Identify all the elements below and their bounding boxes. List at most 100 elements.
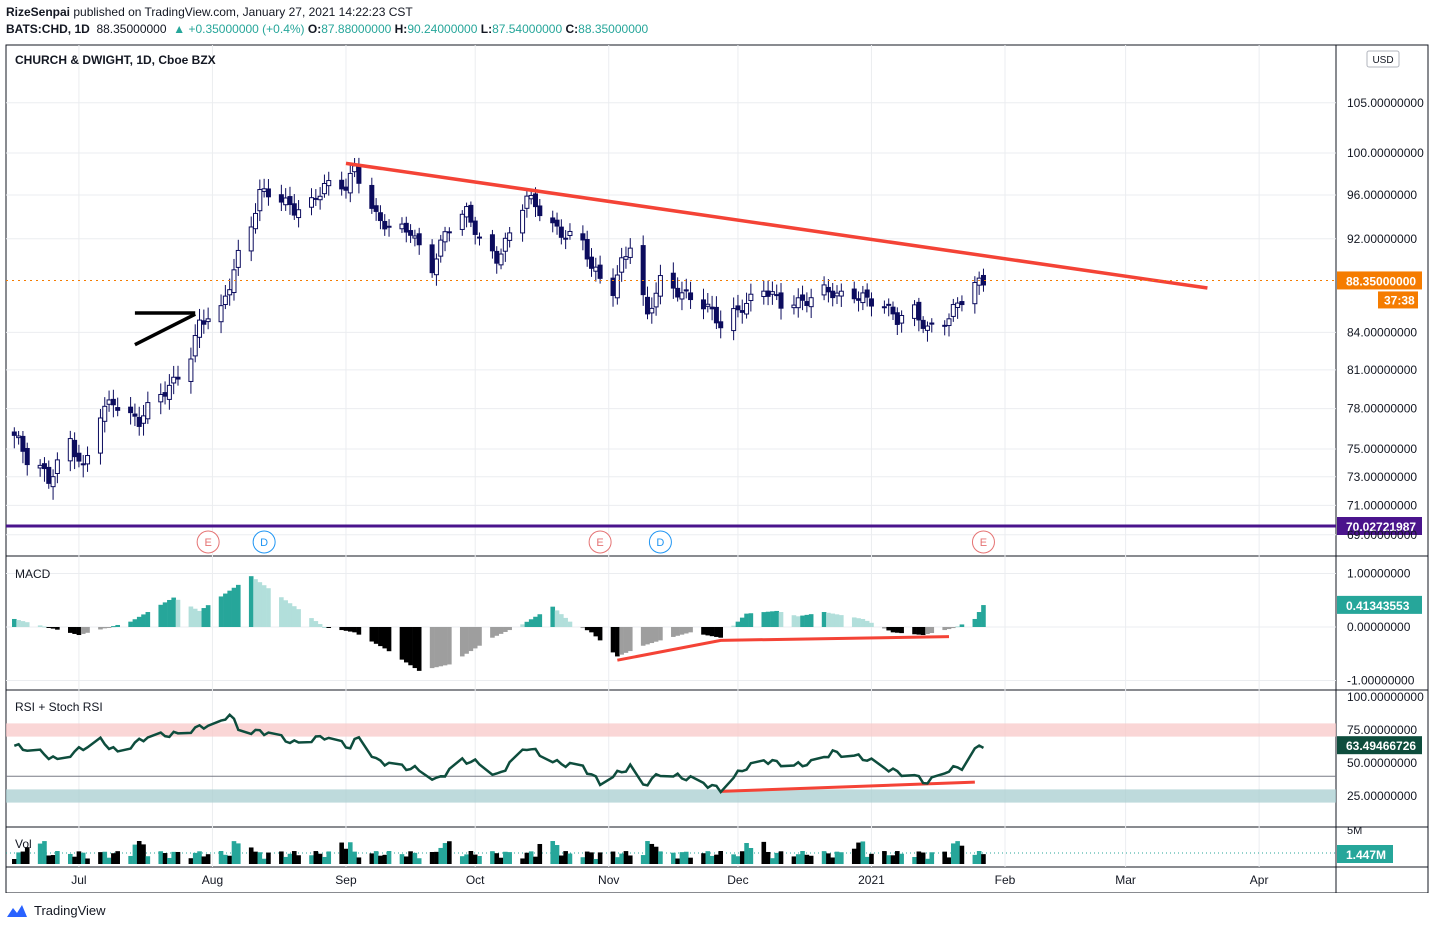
volume-bar (218, 851, 224, 864)
last-value: 88.35000000 (96, 22, 167, 36)
volume-bar (412, 852, 418, 864)
volume-bar (347, 842, 353, 864)
rsi-bands (6, 723, 1336, 803)
candle-body (920, 319, 926, 329)
low-label: L: (480, 22, 493, 36)
volume-bar (972, 854, 978, 864)
macd-bar (72, 627, 77, 634)
candle-body (705, 303, 711, 307)
macd-bar (761, 612, 767, 627)
last-price-badge (1337, 271, 1422, 290)
candle-body (433, 258, 439, 276)
macd-bar (925, 627, 930, 635)
macd-bar (490, 627, 495, 638)
candle-body (136, 416, 142, 427)
volume-bar (899, 853, 904, 864)
currency-label: USD (1372, 55, 1393, 66)
candle-body (916, 301, 922, 321)
dividend-marker (648, 530, 672, 554)
candle-body (54, 459, 60, 474)
volume-bar (309, 855, 314, 864)
macd-bar (709, 627, 715, 637)
candle-body (558, 226, 564, 238)
macd-bar (85, 627, 90, 633)
macd-bar (279, 597, 284, 627)
volume-bar (313, 851, 319, 864)
tradingview-logo[interactable]: TradingView (6, 903, 106, 918)
candle-body (597, 264, 603, 279)
volume-bar (317, 853, 323, 864)
macd-bar (175, 599, 181, 627)
volume-bar (175, 851, 181, 864)
macd-last-badge (1337, 595, 1422, 614)
macd-bar (326, 627, 332, 628)
macd-bar (946, 627, 952, 630)
volume-bar (141, 844, 146, 864)
candle-body (567, 230, 573, 237)
price-tick-label: 69.00000000 (1347, 528, 1417, 542)
volume-bar (429, 851, 435, 864)
volume-bar (981, 854, 986, 864)
volume-bar (714, 854, 719, 864)
candle-body (894, 312, 900, 325)
volume-bar (653, 846, 659, 864)
volume-bar (627, 855, 633, 864)
candle-body (524, 195, 530, 209)
volume-bar (287, 853, 293, 864)
macd-bar (705, 627, 711, 636)
macd-bar (257, 582, 263, 627)
candle-body (860, 292, 866, 304)
candle-body (472, 220, 478, 235)
volume-bar (386, 851, 392, 864)
macd-bar (533, 616, 538, 627)
candle-body (890, 306, 896, 315)
footer: TradingView (0, 893, 1436, 930)
candle-body (278, 194, 284, 203)
chart-canvas[interactable]: 88.35000000 37:38 70.02721987 0.41343553 63.… (0, 40, 1436, 893)
volume-bar (248, 847, 254, 864)
volume-bar (231, 841, 237, 864)
candle-body (416, 233, 422, 246)
candle-body (744, 302, 750, 315)
volume-bar (68, 853, 73, 864)
candle-body (498, 253, 504, 266)
candle-body (46, 466, 52, 484)
candle-body (72, 439, 78, 458)
volume-bar (679, 852, 685, 864)
volume-bar (291, 851, 297, 864)
macd-divergence-line (617, 635, 950, 662)
candle-body (102, 405, 108, 422)
volume-bar (619, 853, 624, 864)
macd-bar (287, 603, 293, 627)
macd-bar (438, 627, 444, 667)
currency-badge[interactable] (1366, 50, 1400, 68)
volume-bar (882, 851, 887, 864)
volume-bar (610, 851, 616, 864)
rsi-tick-label: 50.00000000 (1347, 756, 1417, 770)
volume-bar (649, 843, 655, 864)
volume-last-badge (1337, 845, 1393, 863)
macd-bar (834, 614, 840, 627)
candle-body (808, 297, 814, 308)
macd-bar (55, 627, 60, 630)
chart-frame (5, 44, 1429, 893)
author-name[interactable]: RizeSenpai (6, 5, 71, 19)
volume-bar (688, 857, 693, 864)
candle-body (253, 212, 259, 230)
volume-bar (851, 848, 857, 864)
macd-bar (261, 585, 267, 627)
candle-body (563, 237, 569, 240)
time-tick-label: Oct (466, 873, 485, 887)
macd-bar (869, 622, 874, 627)
time-tick-label: Dec (727, 873, 748, 887)
volume-bar (80, 852, 86, 864)
macd-bar (688, 627, 693, 633)
macd-bar (68, 627, 73, 633)
volume-bar (955, 841, 960, 864)
tradingview-logo-icon (7, 904, 27, 917)
volume-bar (559, 855, 564, 864)
volume-bar (808, 855, 814, 864)
volume-bar (447, 841, 452, 864)
candle-body (774, 294, 780, 297)
